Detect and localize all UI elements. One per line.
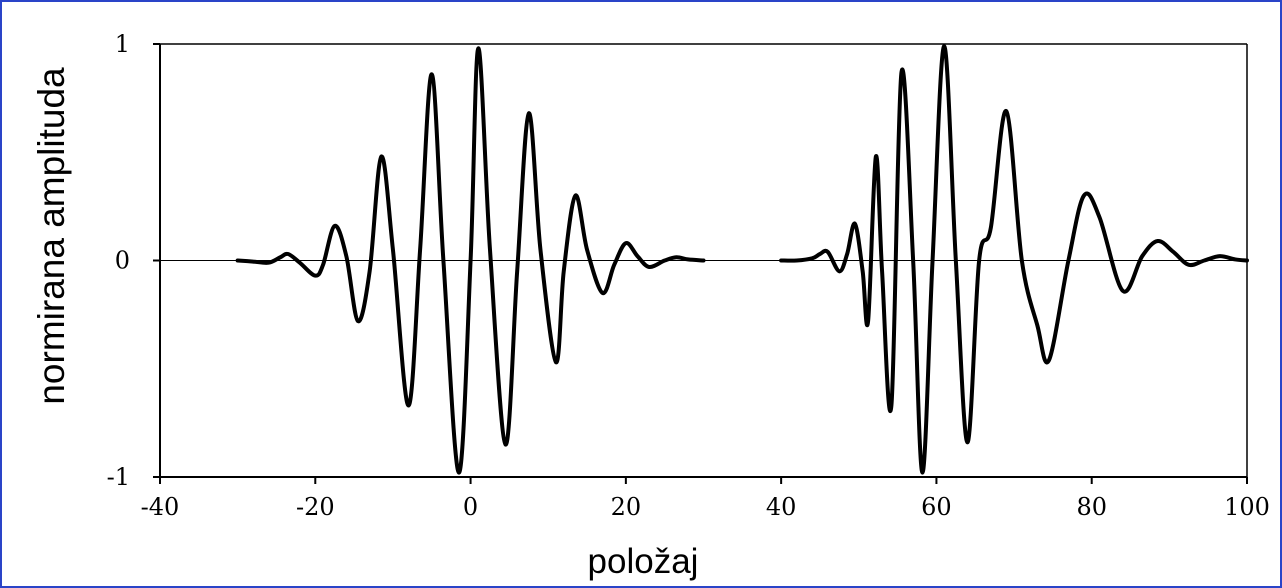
- y-tick-label: 0: [115, 247, 130, 275]
- x-tick-label: 40: [766, 493, 797, 521]
- x-tick-label: 80: [1076, 493, 1107, 521]
- x-tick-label: -40: [141, 493, 180, 521]
- y-tick-label: -1: [107, 463, 130, 491]
- x-axis-label: položaj: [587, 542, 699, 581]
- x-tick-label: 100: [1224, 493, 1270, 521]
- y-axis-label: normirana amplituda: [31, 67, 72, 405]
- x-tick-label: 0: [463, 493, 478, 521]
- x-tick-label: 60: [921, 493, 952, 521]
- series-line-1: [235, 46, 706, 475]
- series-line-2: [779, 44, 1249, 475]
- tick-labels-group: -40 -20 0 20 40 60 80 100 -1 0 1: [107, 30, 1270, 521]
- y-tick-label: 1: [115, 30, 130, 58]
- ticks-group: [153, 43, 1248, 484]
- x-tick-label: -20: [296, 493, 335, 521]
- series-group: [235, 44, 1249, 475]
- x-tick-label: 20: [611, 493, 642, 521]
